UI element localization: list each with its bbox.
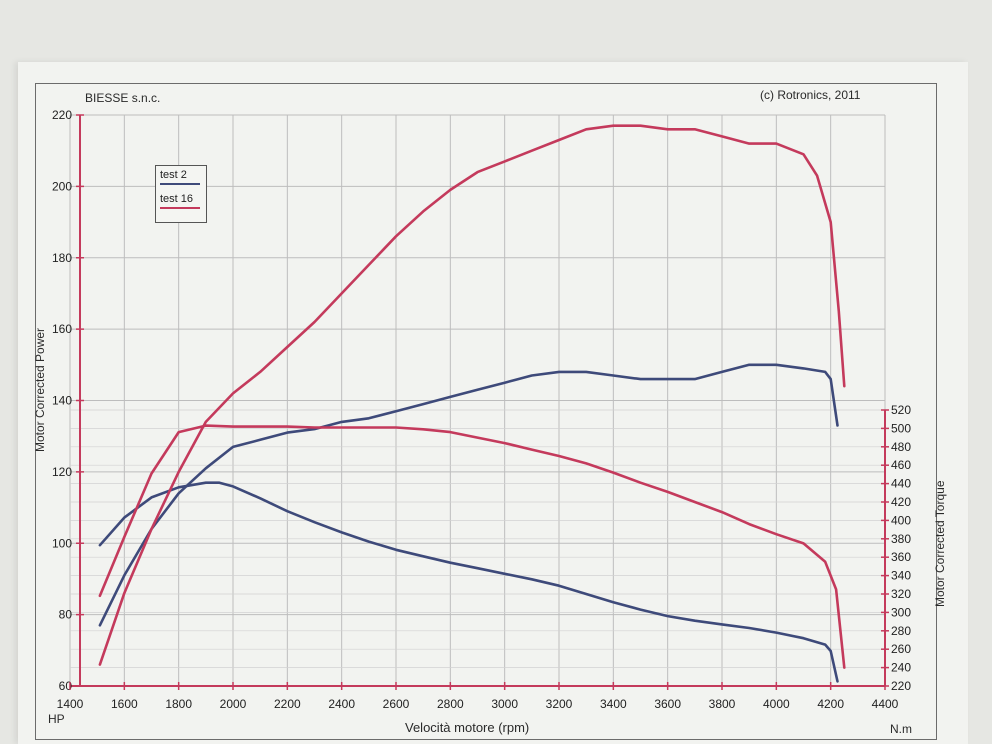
right-tick-label: 500 — [891, 421, 911, 435]
right-tick-label: 440 — [891, 477, 911, 491]
test2-torque-line — [98, 481, 839, 683]
right-tick-label: 460 — [891, 458, 911, 472]
left-tick-label: 140 — [52, 394, 72, 408]
left-tick-label: 80 — [59, 608, 73, 622]
x-axis-title: Velocità motore (rpm) — [405, 720, 530, 735]
x-tick-label: 3200 — [546, 697, 573, 711]
left-tick-label: 100 — [52, 536, 72, 550]
right-axis-unit: N.m — [890, 722, 912, 736]
copyright-notice: (c) Rotronics, 2011 — [760, 88, 861, 102]
right-tick-label: 380 — [891, 532, 911, 546]
test2-power-line — [98, 363, 839, 627]
legend-line-test2 — [160, 183, 200, 185]
left-tick-label: 160 — [52, 322, 72, 336]
right-tick-label: 400 — [891, 513, 911, 527]
left-tick-label: 120 — [52, 465, 72, 479]
chart-frame — [35, 83, 937, 740]
x-tick-label: 2000 — [220, 697, 247, 711]
left-tick-label: 60 — [59, 679, 73, 693]
left-tick-label: 180 — [52, 251, 72, 265]
x-tick-label: 3400 — [600, 697, 627, 711]
x-tick-label: 3600 — [654, 697, 681, 711]
x-tick-label: 3000 — [491, 697, 518, 711]
right-tick-label: 280 — [891, 624, 911, 638]
right-axis-title: Motor Corrected Torque — [933, 480, 947, 607]
test16-torque-line — [98, 424, 846, 669]
right-tick-label: 480 — [891, 440, 911, 454]
x-tick-label: 2800 — [437, 697, 464, 711]
right-tick-label: 360 — [891, 550, 911, 564]
x-tick-label: 4200 — [817, 697, 844, 711]
legend-label-test16: test 16 — [160, 193, 194, 205]
x-tick-label: 2400 — [328, 697, 355, 711]
legend-label-test2: test 2 — [160, 169, 187, 181]
right-tick-label: 420 — [891, 495, 911, 509]
right-tick-label: 300 — [891, 605, 911, 619]
legend-line-test16 — [160, 207, 200, 209]
left-tick-label: 200 — [52, 179, 72, 193]
company-name: BIESSE s.n.c. — [85, 91, 161, 105]
test16-power-line — [98, 124, 846, 666]
right-tick-label: 220 — [891, 679, 911, 693]
x-tick-label: 2200 — [274, 697, 301, 711]
left-axis-title: Motor Corrected Power — [33, 327, 47, 452]
right-tick-label: 340 — [891, 569, 911, 583]
right-tick-label: 240 — [891, 661, 911, 675]
x-tick-label: 1400 — [57, 697, 84, 711]
left-axis-unit: HP — [48, 712, 65, 726]
right-tick-label: 320 — [891, 587, 911, 601]
x-tick-label: 4000 — [763, 697, 790, 711]
left-tick-label: 220 — [52, 108, 72, 122]
x-tick-label: 3800 — [709, 697, 736, 711]
x-tick-label: 2600 — [383, 697, 410, 711]
chart-legend: test 2 test 16 — [155, 165, 207, 223]
x-tick-label: 1600 — [111, 697, 138, 711]
x-tick-label: 4400 — [872, 697, 899, 711]
x-tick-label: 1800 — [165, 697, 192, 711]
right-tick-label: 520 — [891, 403, 911, 417]
right-tick-label: 260 — [891, 642, 911, 656]
